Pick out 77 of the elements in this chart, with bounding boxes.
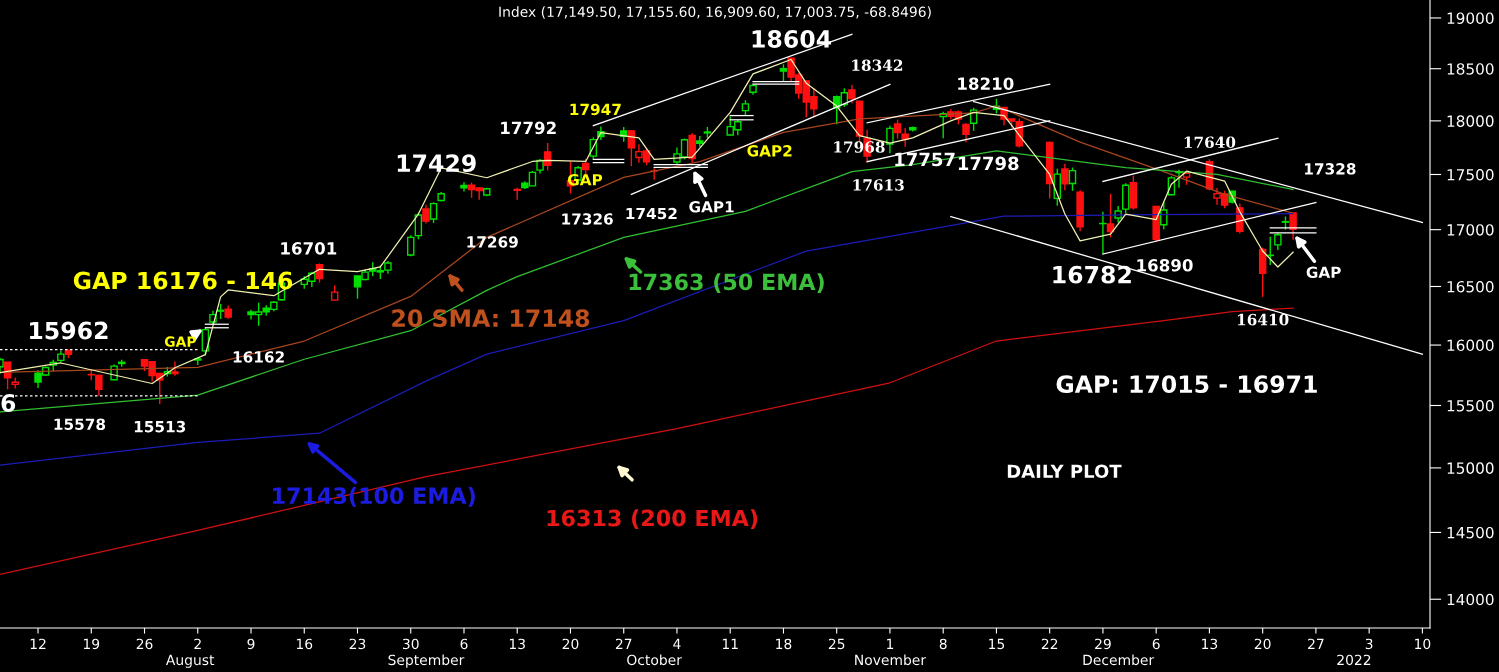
annotation: 15578 — [54, 418, 106, 430]
x2-tick-label: October — [627, 654, 682, 666]
y-tick-label: 16000 — [1447, 339, 1494, 352]
annotation: GAP2 — [747, 145, 792, 157]
annotation: GAP: 17015 - 16971 — [1056, 375, 1317, 394]
annotation: 16890 — [1137, 258, 1193, 272]
x2-tick-label: November — [855, 654, 927, 666]
annotation: 17326 — [562, 213, 613, 225]
annotation: 17613 — [853, 179, 904, 191]
annotation: GAP — [164, 336, 196, 347]
x-tick-label: 15 — [989, 638, 1005, 650]
annotation: 18342 — [852, 59, 903, 71]
x-tick-label: 13 — [1202, 638, 1218, 650]
annotation: 16162 — [233, 351, 284, 363]
annotation: 18604 — [752, 30, 832, 48]
y-tick-label: 17500 — [1447, 168, 1494, 181]
x-tick-label: 18 — [776, 638, 792, 650]
annotation: 16782 — [1053, 265, 1131, 284]
annotation: 20 SMA: 17148 — [392, 309, 590, 328]
x-tick-label: 23 — [349, 638, 366, 650]
x-tick-label: 13 — [509, 638, 525, 650]
y-tick-label: 19000 — [1447, 12, 1494, 24]
annotation: DAILY PLOT — [1007, 464, 1122, 479]
y-tick-label: 17000 — [1447, 224, 1494, 236]
annotation: 17363 (50 EMA) — [629, 273, 824, 293]
x-tick-label: 6 — [460, 638, 468, 650]
x-tick-label: 1 — [887, 638, 894, 649]
x-tick-label: 26 — [136, 638, 153, 650]
y-tick-label: 18500 — [1447, 63, 1494, 75]
x-tick-label: 27 — [615, 638, 632, 649]
annotation: 17328 — [1305, 163, 1356, 175]
y-tick-label: 16500 — [1447, 280, 1494, 293]
annotation: 17452 — [626, 207, 677, 220]
x-tick-label: 16 — [296, 638, 313, 650]
x-tick-label: 10 — [1415, 638, 1431, 650]
annotation: 16410 — [1237, 313, 1289, 326]
x-tick-label: 30 — [402, 638, 419, 650]
annotation: 17640 — [1184, 136, 1236, 149]
x2-tick-label: September — [388, 654, 465, 668]
x-tick-label: 4 — [673, 638, 681, 649]
x-tick-label: 29 — [1095, 638, 1111, 650]
y-tick-label: 18000 — [1447, 115, 1494, 127]
y-tick-label: 14500 — [1447, 526, 1494, 539]
x-tick-label: 20 — [562, 638, 579, 650]
x-tick-label: 27 — [1308, 638, 1324, 649]
chart-title: Index (17,149.50, 17,155.60, 16,909.60, 17,003.75, -68.8496) — [499, 6, 931, 19]
annotation: 17429 — [397, 154, 476, 173]
x-tick-label: 12 — [30, 638, 46, 649]
x2-tick-label: 2022 — [1337, 654, 1371, 666]
annotation: 15962 — [30, 321, 108, 340]
x2-tick-label: December — [1083, 654, 1155, 666]
x-tick-label: 6 — [1152, 638, 1160, 650]
x-tick-label: 2 — [194, 638, 201, 649]
annotation: GAP — [1306, 266, 1341, 279]
x-tick-label: 20 — [1254, 638, 1271, 650]
annotation: 17947 — [570, 103, 621, 116]
y-tick-label: 15500 — [1447, 399, 1494, 412]
annotation: 16313 (200 EMA) — [547, 509, 758, 530]
annotation: GAP 16176 - 146 — [73, 271, 293, 290]
x-tick-label: 19 — [83, 638, 100, 650]
x-tick-label: 22 — [1041, 638, 1058, 649]
x-tick-label: 25 — [828, 638, 845, 650]
annotation: 17792 — [501, 121, 556, 135]
x2-tick-label: August — [165, 654, 215, 668]
annotation: 17757 — [895, 152, 955, 167]
annotation: 16701 — [281, 242, 337, 255]
y-tick-label: 15000 — [1447, 462, 1494, 474]
annotation: 17798 — [958, 156, 1019, 171]
x-tick-label: 11 — [722, 638, 738, 649]
x-tick-label: 3 — [1365, 638, 1373, 650]
annotation: 6 — [1, 394, 16, 412]
annotation: GAP1 — [689, 201, 734, 213]
annotation: 18210 — [958, 77, 1014, 90]
x-tick-label: 9 — [247, 638, 255, 650]
x-tick-label: 8 — [939, 638, 947, 650]
y-tick-label: 14000 — [1447, 593, 1494, 606]
annotation: 15513 — [134, 420, 186, 433]
